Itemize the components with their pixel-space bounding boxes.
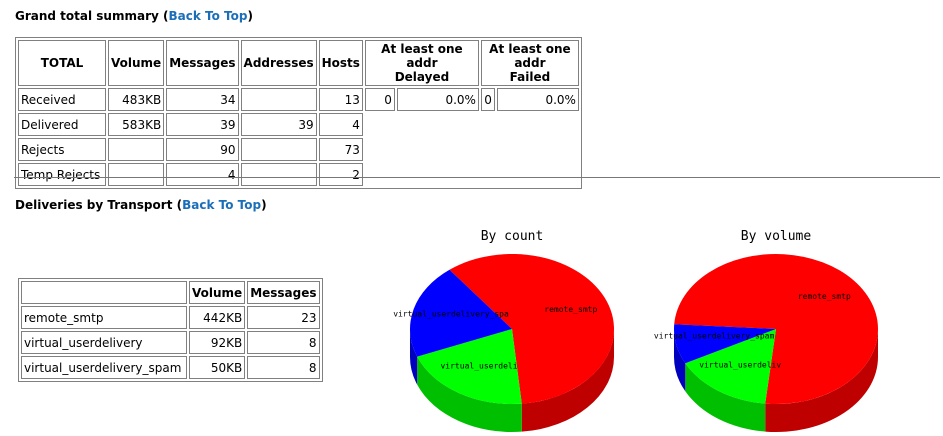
col-delayed: At least one addr Delayed: [364, 40, 479, 86]
row-label: Temp Rejects: [18, 163, 106, 186]
cell-hosts: 13: [318, 88, 363, 111]
col-messages: Messages: [247, 281, 320, 304]
table-header-row: TOTAL Volume Messages Addresses Hosts At…: [18, 40, 579, 86]
pie-slice-side: [417, 356, 522, 432]
col-failed: At least one addr Failed: [480, 40, 579, 86]
cell-messages: 8: [247, 356, 320, 379]
row-label: remote_smtp: [21, 306, 187, 329]
back-to-top-link[interactable]: Back To Top: [182, 198, 262, 212]
table-header-row: Volume Messages: [21, 281, 320, 304]
cell-addresses: [240, 88, 317, 111]
cell-addresses: 39: [240, 113, 317, 136]
cell-volume: 583KB: [108, 113, 165, 136]
pie-slice: [410, 269, 512, 357]
col-volume: Volume: [189, 281, 246, 304]
pie-slice: [417, 329, 522, 404]
cell-messages: 34: [166, 88, 239, 111]
col-addresses: Addresses: [240, 40, 317, 86]
col-delayed-line2: Delayed: [394, 70, 450, 84]
cell-hosts: 2: [318, 163, 363, 186]
transport-title: Deliveries by Transport: [15, 198, 173, 212]
cell-volume: 442KB: [189, 306, 246, 329]
empty-cell: [365, 113, 579, 136]
back-to-top-link[interactable]: Back To Top: [168, 9, 248, 23]
cell-delayed-count: 0: [364, 88, 395, 111]
pie-slice: [449, 254, 614, 404]
pie-slice-label: virtual_userdelivery_spa: [393, 310, 509, 319]
pie-chart-by-volume: By volume remote_smtp virtual_userdeliv vir…: [654, 229, 878, 432]
cell-messages: 90: [166, 138, 239, 161]
pie-title: By count: [481, 229, 544, 244]
col-transport: [21, 281, 187, 304]
cell-addresses: [240, 163, 317, 186]
transport-heading: Deliveries by Transport (Back To Top): [15, 198, 267, 212]
pie-slice: [674, 254, 878, 404]
cell-volume: 92KB: [189, 331, 246, 354]
cell-messages: 39: [166, 113, 239, 136]
pie-slice-side: [410, 329, 418, 385]
cell-volume: 483KB: [108, 88, 165, 111]
table-row: virtual_userdelivery 92KB 8: [21, 331, 320, 354]
pie-chart-by-count: By count remote_smtp virtual_userdeli virtu…: [393, 229, 614, 432]
row-label: Delivered: [18, 113, 106, 136]
row-label: Received: [18, 88, 106, 111]
cell-messages: 4: [166, 163, 239, 186]
pie-slice: [685, 329, 776, 404]
col-delayed-line1: At least one addr: [381, 42, 463, 70]
pie-slice-label: remote_smtp: [798, 292, 851, 301]
cell-addresses: [240, 138, 317, 161]
grand-total-heading: Grand total summary (Back To Top): [15, 9, 253, 23]
empty-cell: [365, 163, 579, 186]
row-label: Rejects: [18, 138, 106, 161]
section-divider: [14, 177, 940, 178]
empty-cell: [365, 138, 579, 161]
col-volume: Volume: [108, 40, 165, 86]
row-label: virtual_userdelivery_spam: [21, 356, 187, 379]
transport-table: Volume Messages remote_smtp 442KB 23 vir…: [18, 278, 323, 382]
pie-slice-side: [765, 329, 878, 432]
cell-failed-pct: 0.0%: [496, 88, 579, 111]
col-failed-line1: At least one addr: [489, 42, 571, 70]
table-row: Received 483KB 34 13 0 0.0% 0 0.0%: [18, 88, 579, 111]
pie-slice-label: virtual_userdeli: [440, 362, 517, 371]
pie-slice: [674, 324, 776, 364]
pie-slice-label: virtual_userdeliv: [699, 360, 781, 369]
cell-hosts: 4: [318, 113, 363, 136]
row-label: virtual_userdelivery: [21, 331, 187, 354]
cell-volume: 50KB: [189, 356, 246, 379]
table-row: remote_smtp 442KB 23: [21, 306, 320, 329]
table-row: Temp Rejects 4 2: [18, 163, 579, 186]
col-messages: Messages: [166, 40, 239, 86]
pie-slice-label: remote_smtp: [544, 305, 597, 314]
col-failed-line2: Failed: [509, 70, 551, 84]
grand-total-title: Grand total summary: [15, 9, 159, 23]
pie-slice-label: virtual_userdelivery_spam: [654, 332, 775, 341]
grand-total-table: TOTAL Volume Messages Addresses Hosts At…: [15, 37, 582, 189]
pie-title: By volume: [741, 229, 812, 244]
table-row: virtual_userdelivery_spam 50KB 8: [21, 356, 320, 379]
table-row: Delivered 583KB 39 39 4: [18, 113, 579, 136]
col-total: TOTAL: [18, 40, 106, 86]
col-hosts: Hosts: [318, 40, 363, 86]
pie-slice-side: [685, 363, 766, 432]
cell-volume: [108, 138, 165, 161]
cell-failed-count: 0: [480, 88, 495, 111]
cell-messages: 8: [247, 331, 320, 354]
table-row: Rejects 90 73: [18, 138, 579, 161]
cell-hosts: 73: [318, 138, 363, 161]
pie-slice-side: [521, 329, 614, 432]
cell-messages: 23: [247, 306, 320, 329]
pie-slice-side: [674, 329, 686, 392]
cell-volume: [108, 163, 165, 186]
cell-delayed-pct: 0.0%: [396, 88, 479, 111]
